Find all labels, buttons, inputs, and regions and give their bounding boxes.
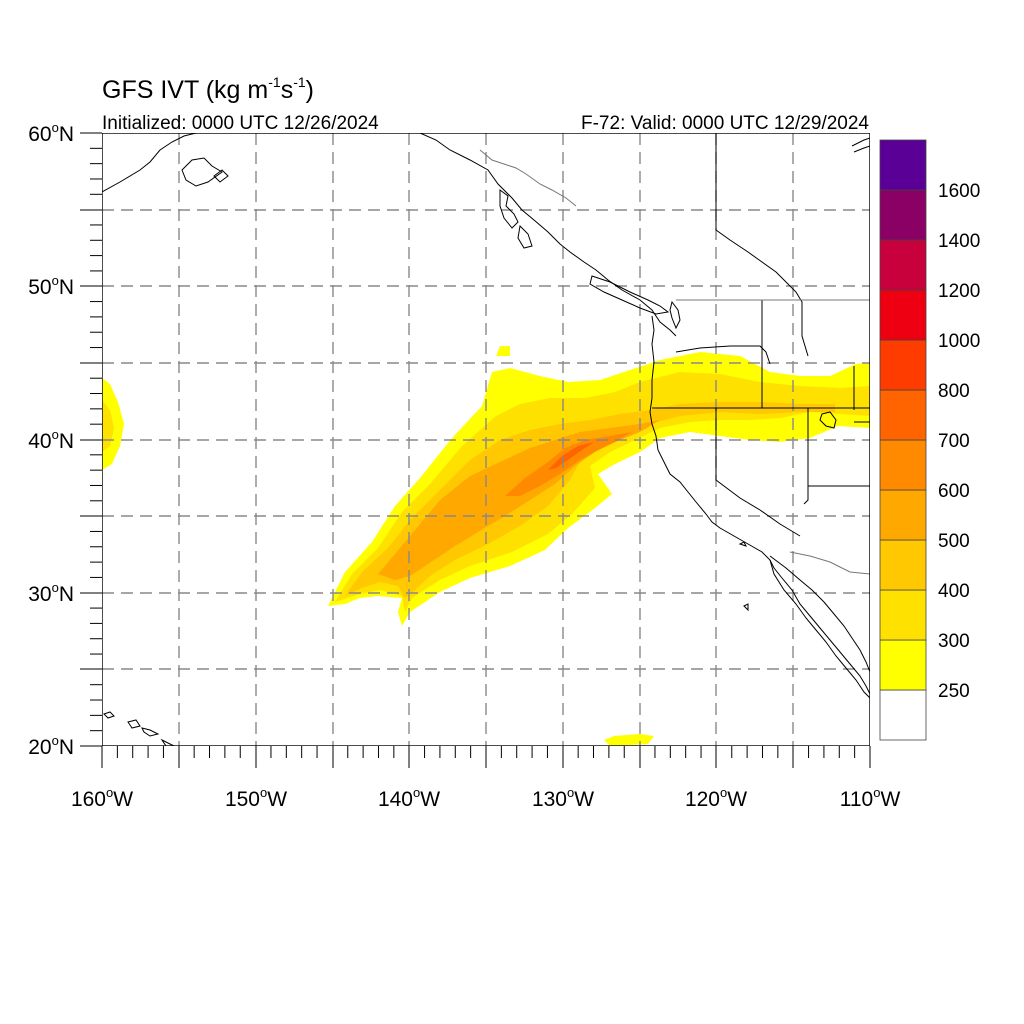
colorbar-swatch [879, 339, 927, 391]
colorbar-label: 1400 [938, 231, 980, 252]
colorbar-label: 400 [938, 581, 970, 602]
colorbar-swatch [879, 189, 927, 241]
ivt-shading [102, 346, 870, 746]
colorbar-label: 1600 [938, 181, 980, 202]
colorbar [879, 139, 927, 741]
longitude-labels: 160oW 150oW 140oW 130oW 120oW 110oW [71, 785, 901, 811]
colorbar-swatch [879, 139, 927, 191]
lat-label-60: 60oN [28, 120, 74, 146]
colorbar-swatch [879, 689, 927, 741]
ivt-plume-west-core [102, 400, 114, 452]
latitude-labels: 60oN 50oN 40oN 30oN 20oN [28, 120, 74, 759]
colorbar-label: 600 [938, 481, 970, 502]
ivt-contour-500 [378, 420, 660, 580]
lon-label-140: 140oW [378, 785, 440, 811]
international-boundaries [479, 149, 870, 575]
colorbar-label: 250 [938, 681, 970, 702]
lon-label-120: 120oW [685, 785, 747, 811]
lon-label-160: 160oW [71, 785, 133, 811]
map-plot-area [102, 133, 870, 746]
colorbar-label: 700 [938, 431, 970, 452]
colorbar-label: 300 [938, 631, 970, 652]
valid-time-label: F-72: Valid: 0000 UTC 12/29/2024 [581, 113, 869, 134]
coastlines [102, 133, 870, 746]
map-title: GFS IVT (kg m-1s-1) [102, 74, 314, 104]
colorbar-label: 500 [938, 531, 970, 552]
ivt-contour-600 [505, 432, 632, 496]
lon-label-130: 130oW [532, 785, 594, 811]
lat-label-50: 50oN [28, 273, 74, 299]
colorbar-label: 800 [938, 381, 970, 402]
lon-label-150: 150oW [225, 785, 287, 811]
colorbar-label: 1000 [938, 331, 980, 352]
ivt-patch-north [496, 346, 510, 356]
colorbar-label: 1200 [938, 281, 980, 302]
lat-label-40: 40oN [28, 427, 74, 453]
state-boundaries [652, 133, 870, 537]
colorbar-swatch [879, 239, 927, 291]
lat-label-30: 30oN [28, 580, 74, 606]
colorbar-swatch [879, 489, 927, 541]
axis-ticks [80, 132, 871, 768]
colorbar-swatch [879, 389, 927, 441]
minor-axis-ticks [90, 147, 856, 758]
lat-label-20: 20oN [28, 733, 74, 759]
ivt-plume-south [604, 734, 654, 746]
lon-label-110: 110oW [840, 785, 901, 811]
ivt-contour-400 [345, 402, 835, 598]
colorbar-labels: 250 300 400 500 600 700 800 1000 1200 1400 1600 [938, 181, 980, 702]
graticule [102, 133, 870, 746]
colorbar-swatch [879, 589, 927, 641]
colorbar-swatch [879, 439, 927, 491]
colorbar-swatch [879, 539, 927, 591]
colorbar-swatch [879, 289, 927, 341]
ivt-contour-700 [548, 442, 594, 470]
init-time-label: Initialized: 0000 UTC 12/26/2024 [102, 113, 379, 134]
colorbar-swatch [879, 639, 927, 691]
